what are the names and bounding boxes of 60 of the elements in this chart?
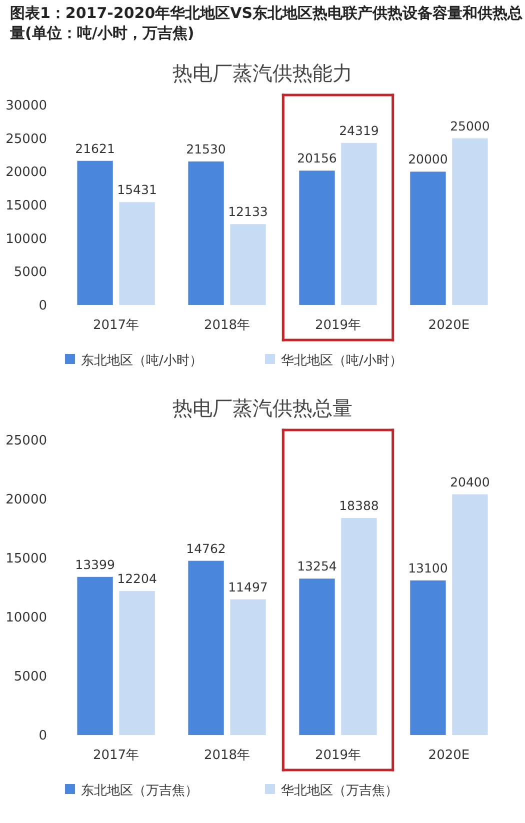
bar xyxy=(230,224,266,305)
y-tick-label: 25000 xyxy=(6,132,47,147)
legend-label: 华北地区（吨/小时） xyxy=(281,354,402,369)
legend-label: 华北地区（万吉焦） xyxy=(281,784,398,799)
bar xyxy=(410,580,446,735)
bar xyxy=(119,202,155,305)
data-label: 11497 xyxy=(228,579,268,594)
x-tick-label: 2018年 xyxy=(204,318,250,333)
bar xyxy=(188,161,224,305)
y-tick-label: 30000 xyxy=(6,98,47,114)
data-label: 24319 xyxy=(339,122,379,138)
x-tick-label: 2019年 xyxy=(314,748,362,763)
y-tick-label: 0 xyxy=(38,298,47,314)
bar xyxy=(77,576,113,735)
bar xyxy=(230,599,266,735)
bar xyxy=(77,160,113,305)
bar xyxy=(452,494,488,735)
bar xyxy=(119,590,155,735)
y-tick-label: 20000 xyxy=(6,492,47,508)
data-label: 21621 xyxy=(75,140,115,156)
legend-label: 东北地区（万吉焦） xyxy=(81,784,198,799)
data-label: 21530 xyxy=(186,141,226,156)
bar xyxy=(299,578,335,735)
x-tick-label: 2020E xyxy=(428,318,470,333)
data-label: 20156 xyxy=(297,150,337,166)
y-tick-label: 20000 xyxy=(6,165,47,180)
data-label: 20000 xyxy=(408,152,448,167)
x-tick-label: 2020E xyxy=(428,748,470,763)
x-tick-label: 2017年 xyxy=(92,748,140,763)
data-label: 20400 xyxy=(450,474,490,490)
data-label: 14762 xyxy=(186,540,226,556)
x-tick-label: 2017年 xyxy=(92,318,140,333)
bar xyxy=(341,518,377,735)
data-label: 15431 xyxy=(117,182,157,198)
data-label: 13254 xyxy=(297,558,337,574)
y-tick-label: 5000 xyxy=(14,670,47,685)
chart-title: 图表1：2017-2020年华北地区VS东北地区热电联产供热设备容量和供热总量(单位：吨/小时，万吉焦) xyxy=(9,4,523,42)
chart-subtitle: 热电厂蒸汽供热能力 xyxy=(172,61,352,85)
y-tick-label: 10000 xyxy=(6,610,47,626)
data-label: 25000 xyxy=(450,118,490,134)
chart-title: 热电厂蒸汽供热总量 xyxy=(172,396,352,420)
y-tick-label: 15000 xyxy=(6,198,47,214)
data-label: 18388 xyxy=(339,498,379,514)
bar xyxy=(410,172,446,305)
bar xyxy=(299,170,335,305)
y-tick-label: 0 xyxy=(38,728,47,744)
bar xyxy=(341,142,377,305)
y-tick-label: 5000 xyxy=(14,265,47,280)
bar xyxy=(188,560,224,735)
bar xyxy=(452,138,488,305)
data-label: 12204 xyxy=(117,570,157,586)
x-tick-label: 2019年 xyxy=(314,318,362,333)
data-label: 12133 xyxy=(228,204,268,220)
legend-label: 东北地区（吨/小时） xyxy=(81,354,202,369)
y-tick-label: 15000 xyxy=(6,552,47,567)
y-tick-label: 10000 xyxy=(6,232,47,247)
x-tick-label: 2018年 xyxy=(204,748,250,763)
data-label: 13100 xyxy=(408,560,448,576)
y-tick-label: 25000 xyxy=(6,434,47,449)
data-label: 13399 xyxy=(75,556,115,572)
